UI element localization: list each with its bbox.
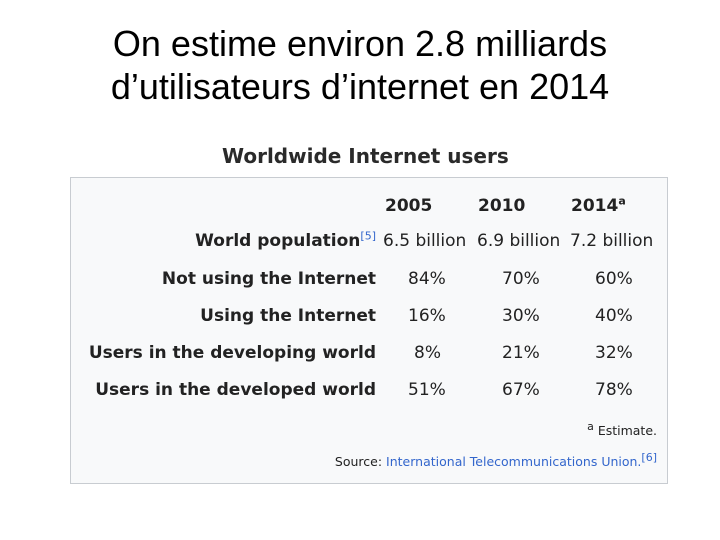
row-label-world-population-text: World population — [195, 231, 361, 251]
footnote-text: Estimate. — [597, 423, 657, 438]
cell-world-population-2005: 6.5 billion — [383, 231, 467, 251]
row-label-developing-world: Users in the developing world — [88, 343, 376, 363]
cell-not-using-2005: 84% — [408, 269, 446, 289]
internet-users-table: 2005 2010 2014a World population[5] 6.5 … — [70, 177, 668, 484]
cell-developed-2010: 67% — [502, 380, 540, 400]
table-source: Source: International Telecommunications… — [334, 450, 657, 469]
cell-developed-2005: 51% — [408, 380, 446, 400]
source-ref-link[interactable]: [6] — [641, 450, 657, 464]
row-label-not-using: Not using the Internet — [161, 269, 376, 289]
slide-title-line-1: On estime environ 2.8 milliards — [112, 23, 608, 64]
cell-developing-2005: 8% — [414, 343, 441, 363]
cell-world-population-2014: 7.2 billion — [570, 231, 654, 251]
cell-developing-2014: 32% — [595, 343, 633, 363]
world-population-ref-link[interactable]: [5] — [360, 229, 376, 243]
column-header-2014-footnote-marker: a — [618, 194, 626, 208]
column-header-2014-label: 2014 — [571, 196, 619, 216]
column-header-2010: 2010 — [478, 196, 526, 216]
cell-world-population-2010: 6.9 billion — [477, 231, 561, 251]
column-header-2014: 2014a — [571, 195, 626, 217]
footnote-marker: a — [587, 419, 594, 433]
cell-not-using-2014: 60% — [595, 269, 633, 289]
row-label-world-population: World population[5] — [195, 230, 376, 252]
table-caption: Worldwide Internet users — [222, 144, 509, 168]
row-label-using: Using the Internet — [200, 306, 376, 326]
row-label-developed-world: Users in the developed world — [95, 380, 376, 400]
cell-developed-2014: 78% — [595, 380, 633, 400]
cell-using-2014: 40% — [595, 306, 633, 326]
cell-using-2010: 30% — [502, 306, 540, 326]
cell-not-using-2010: 70% — [502, 269, 540, 289]
table-footnote: a Estimate. — [587, 419, 657, 438]
slide-title-line-2: d’utilisateurs d’internet en 2014 — [110, 66, 610, 107]
cell-developing-2010: 21% — [502, 343, 540, 363]
cell-using-2005: 16% — [408, 306, 446, 326]
source-link[interactable]: International Telecommunications Union. — [386, 454, 642, 469]
column-header-2005: 2005 — [385, 196, 433, 216]
slide-title: On estime environ 2.8 milliards d’utilis… — [0, 22, 720, 108]
source-label: Source: — [334, 454, 383, 469]
